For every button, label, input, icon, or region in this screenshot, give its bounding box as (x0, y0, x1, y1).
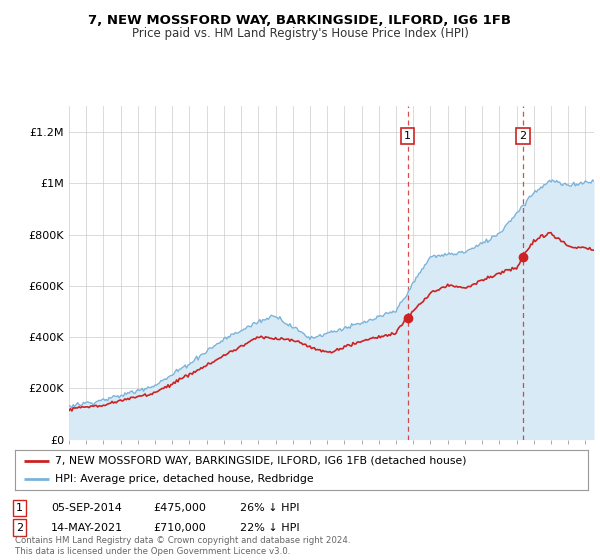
Text: £710,000: £710,000 (153, 522, 206, 533)
Text: HPI: Average price, detached house, Redbridge: HPI: Average price, detached house, Redb… (55, 474, 314, 484)
Text: £475,000: £475,000 (153, 503, 206, 513)
Text: 14-MAY-2021: 14-MAY-2021 (51, 522, 123, 533)
Text: 2: 2 (519, 131, 526, 141)
Text: 7, NEW MOSSFORD WAY, BARKINGSIDE, ILFORD, IG6 1FB: 7, NEW MOSSFORD WAY, BARKINGSIDE, ILFORD… (89, 14, 511, 27)
Text: 22% ↓ HPI: 22% ↓ HPI (240, 522, 299, 533)
Text: 26% ↓ HPI: 26% ↓ HPI (240, 503, 299, 513)
Text: 7, NEW MOSSFORD WAY, BARKINGSIDE, ILFORD, IG6 1FB (detached house): 7, NEW MOSSFORD WAY, BARKINGSIDE, ILFORD… (55, 456, 467, 466)
Text: 05-SEP-2014: 05-SEP-2014 (51, 503, 122, 513)
Text: 1: 1 (404, 131, 411, 141)
Text: 2: 2 (16, 522, 23, 533)
Text: Price paid vs. HM Land Registry's House Price Index (HPI): Price paid vs. HM Land Registry's House … (131, 27, 469, 40)
Text: 1: 1 (16, 503, 23, 513)
Text: Contains HM Land Registry data © Crown copyright and database right 2024.
This d: Contains HM Land Registry data © Crown c… (15, 536, 350, 556)
